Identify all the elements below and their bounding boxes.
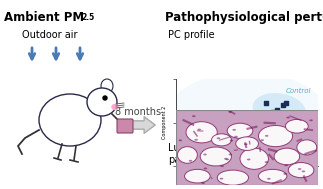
Point: [270, 110, 276, 113]
Point: [233, 141, 238, 144]
Ellipse shape: [309, 119, 313, 121]
Text: PC profile: PC profile: [168, 30, 214, 40]
Point: [283, 102, 288, 105]
Ellipse shape: [286, 119, 308, 133]
Point: [223, 143, 228, 146]
Point: [274, 108, 279, 111]
Text: Pathophysiological perturbation: Pathophysiological perturbation: [165, 11, 323, 24]
Ellipse shape: [287, 117, 290, 119]
Ellipse shape: [253, 93, 306, 127]
Ellipse shape: [247, 159, 250, 160]
Text: Exposure: Exposure: [195, 139, 235, 148]
Point: [210, 127, 215, 130]
Ellipse shape: [230, 139, 233, 141]
Text: Control: Control: [286, 88, 312, 94]
Ellipse shape: [39, 94, 101, 146]
Point: [228, 127, 233, 130]
Ellipse shape: [220, 178, 223, 180]
Point: [219, 129, 224, 132]
Ellipse shape: [194, 139, 198, 141]
Point: [212, 134, 217, 137]
Ellipse shape: [236, 137, 258, 150]
Point: [266, 115, 272, 118]
Ellipse shape: [240, 148, 268, 169]
Ellipse shape: [298, 168, 301, 170]
Ellipse shape: [197, 129, 201, 130]
Ellipse shape: [234, 136, 238, 138]
Ellipse shape: [200, 147, 232, 166]
Ellipse shape: [267, 178, 271, 180]
FancyBboxPatch shape: [117, 119, 133, 133]
Ellipse shape: [233, 129, 236, 131]
Point: [232, 138, 237, 141]
Point: [219, 145, 224, 148]
Ellipse shape: [228, 111, 232, 113]
Ellipse shape: [244, 143, 248, 145]
FancyArrowPatch shape: [121, 117, 155, 133]
Ellipse shape: [283, 173, 287, 175]
Point: [235, 130, 241, 133]
Point: [225, 132, 230, 135]
Ellipse shape: [258, 169, 287, 183]
Ellipse shape: [184, 169, 210, 183]
Ellipse shape: [274, 148, 300, 165]
Ellipse shape: [302, 170, 305, 172]
Ellipse shape: [87, 88, 117, 116]
Ellipse shape: [204, 167, 207, 169]
X-axis label: Component 1: Component 1: [231, 175, 264, 180]
Y-axis label: Component 2: Component 2: [162, 106, 167, 139]
Ellipse shape: [217, 170, 248, 185]
Ellipse shape: [288, 163, 314, 178]
Ellipse shape: [217, 137, 220, 139]
Text: Lung
pathology: Lung pathology: [168, 143, 217, 165]
Point: [225, 121, 230, 124]
Ellipse shape: [193, 118, 257, 153]
Ellipse shape: [265, 135, 268, 137]
Point: [287, 112, 292, 115]
Point: [281, 104, 286, 107]
Ellipse shape: [297, 140, 317, 155]
Point: [215, 141, 220, 144]
Text: +: +: [202, 126, 218, 146]
Ellipse shape: [101, 79, 113, 93]
Ellipse shape: [227, 123, 253, 138]
Point: [238, 132, 243, 135]
Ellipse shape: [179, 139, 182, 141]
Text: Ambient PM: Ambient PM: [4, 11, 84, 24]
Ellipse shape: [186, 122, 217, 143]
Ellipse shape: [203, 153, 207, 155]
Ellipse shape: [112, 105, 118, 109]
Ellipse shape: [224, 158, 228, 160]
Point: [206, 134, 211, 137]
Ellipse shape: [229, 153, 232, 155]
Ellipse shape: [189, 160, 192, 162]
Ellipse shape: [285, 164, 288, 166]
Ellipse shape: [201, 182, 205, 184]
Point: [277, 116, 282, 119]
Text: Outdoor air: Outdoor air: [22, 30, 78, 40]
Point: [264, 102, 269, 105]
Ellipse shape: [258, 125, 293, 147]
Ellipse shape: [192, 115, 196, 117]
Ellipse shape: [265, 161, 268, 163]
Ellipse shape: [163, 71, 323, 174]
Text: 8 months: 8 months: [115, 107, 161, 117]
Ellipse shape: [212, 134, 232, 146]
Ellipse shape: [103, 96, 107, 100]
Ellipse shape: [220, 165, 224, 167]
Point: [202, 143, 207, 146]
Ellipse shape: [260, 139, 264, 141]
Text: 2.5: 2.5: [81, 13, 94, 22]
Ellipse shape: [225, 158, 229, 160]
Ellipse shape: [177, 147, 197, 163]
